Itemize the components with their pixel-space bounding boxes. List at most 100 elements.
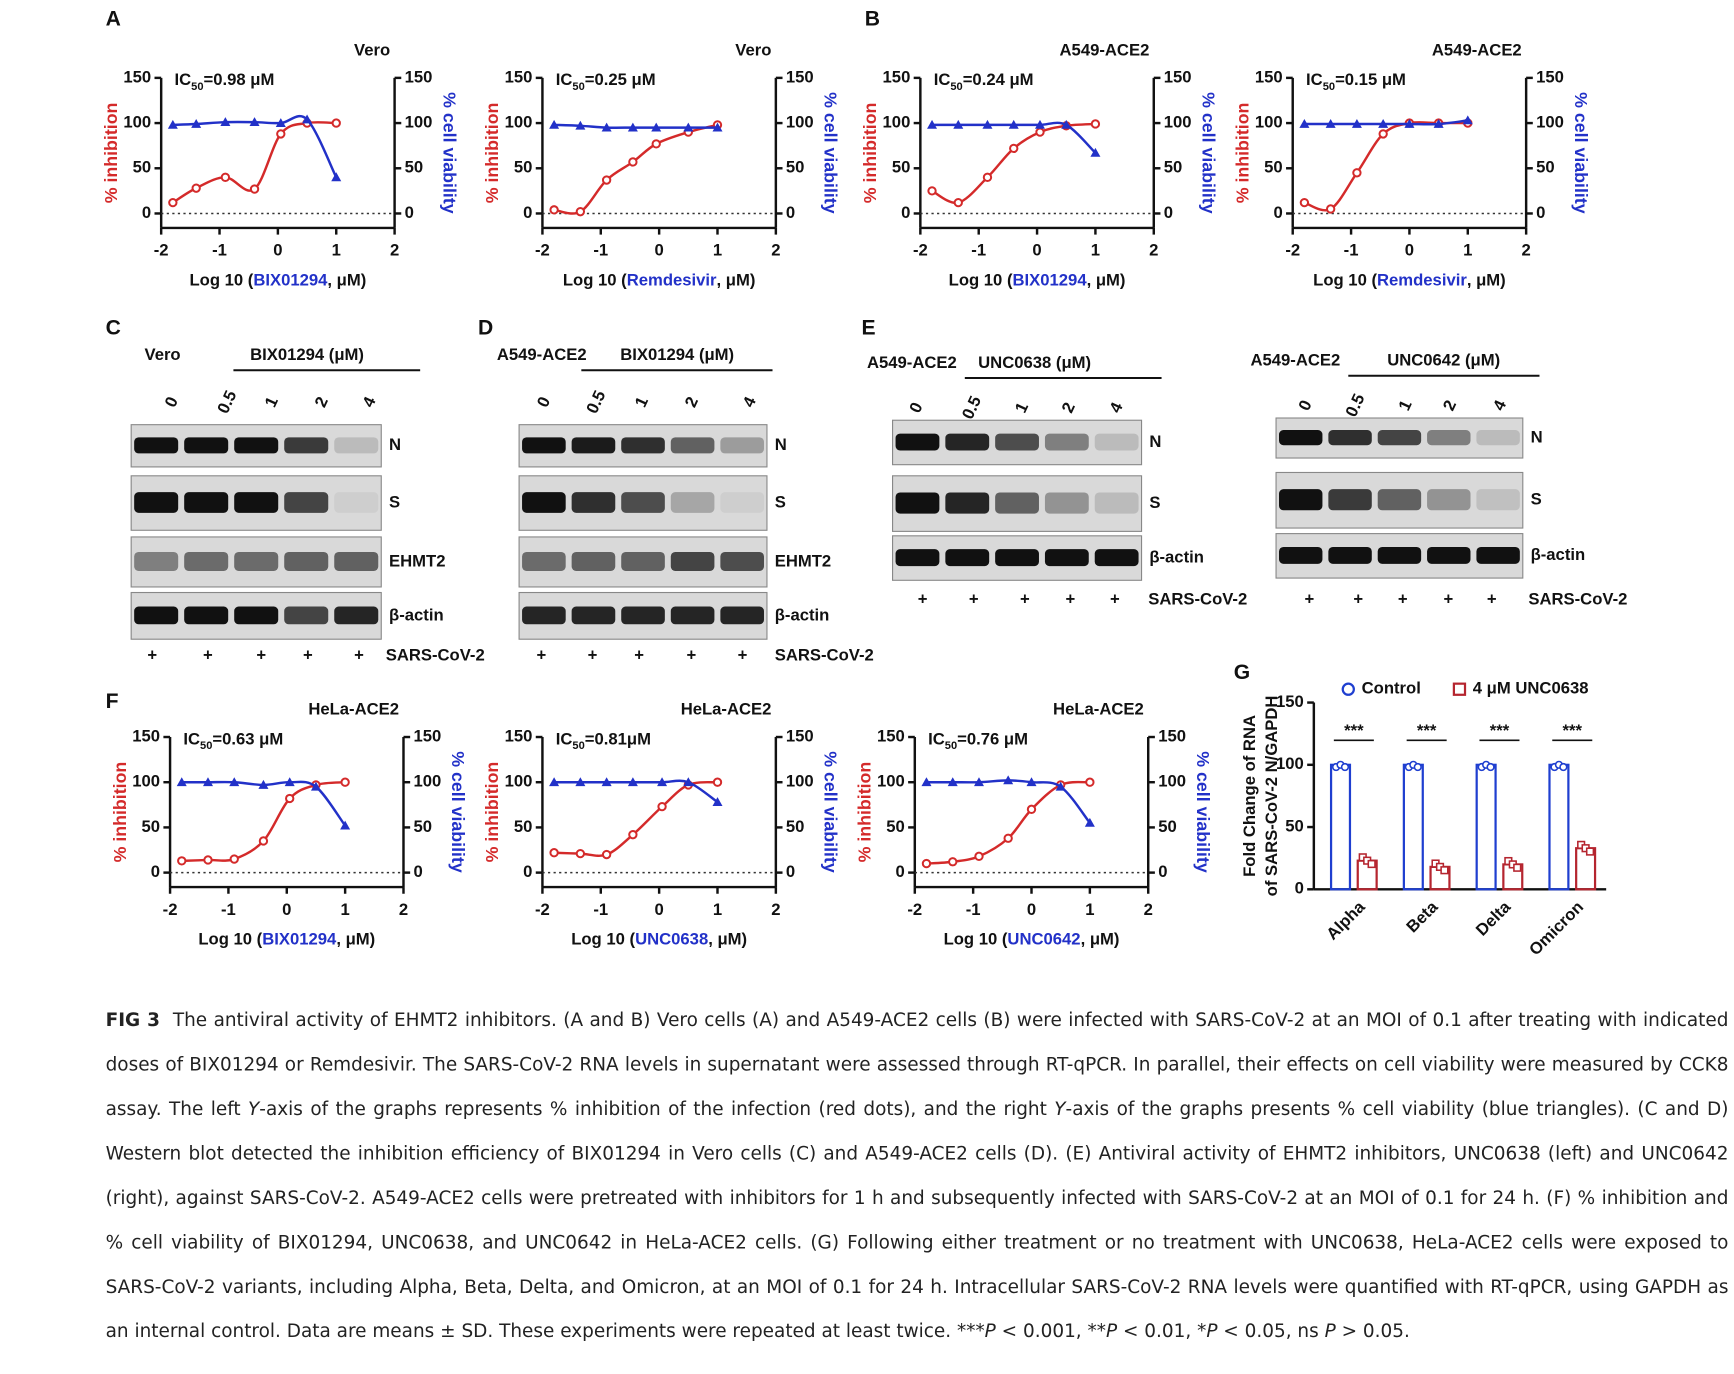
dose-label: 0.5 bbox=[213, 387, 240, 416]
caption-text: < 0.05, ns bbox=[1217, 1320, 1325, 1342]
point bbox=[176, 777, 187, 787]
y2-tick-label: 50 bbox=[405, 158, 424, 177]
infection-mark: + bbox=[969, 590, 979, 609]
x-label-drug: UNC0638 bbox=[635, 930, 708, 949]
y-tick-label: 0 bbox=[901, 203, 910, 222]
caption-text: The antiviral activity of EHMT2 inhibito… bbox=[105, 1009, 1729, 1120]
caption-text: Y bbox=[1054, 1098, 1066, 1120]
x-tick-label: -1 bbox=[212, 241, 227, 260]
protein-label: S bbox=[389, 492, 400, 511]
point bbox=[1026, 777, 1037, 787]
significance-label: *** bbox=[1344, 721, 1364, 740]
blot-band bbox=[134, 492, 179, 513]
y-tick-label: 0 bbox=[151, 862, 160, 881]
blot-band bbox=[621, 551, 665, 571]
cell-line-label: A549-ACE2 bbox=[1250, 351, 1340, 370]
blot-band bbox=[234, 551, 279, 571]
x-tick-label: 1 bbox=[1463, 241, 1472, 260]
ic50-subscript: 50 bbox=[945, 740, 957, 752]
y2-tick-label: 100 bbox=[786, 112, 814, 131]
blot-band bbox=[621, 437, 665, 454]
blot-band bbox=[284, 437, 329, 454]
x-tick-label: 2 bbox=[1144, 900, 1153, 919]
y-tick-label: 150 bbox=[1255, 67, 1283, 86]
ic50-prefix: IC bbox=[556, 71, 573, 90]
panel-label: C bbox=[106, 317, 121, 340]
protein-label: EHMT2 bbox=[775, 551, 831, 570]
y2-tick-label: 0 bbox=[405, 203, 414, 222]
ic50-subscript: 50 bbox=[572, 740, 584, 752]
point bbox=[191, 183, 201, 193]
point bbox=[340, 777, 350, 787]
infection-mark: + bbox=[687, 645, 697, 664]
point bbox=[575, 206, 586, 217]
blot-band bbox=[1377, 489, 1422, 511]
x-tick-label: -2 bbox=[907, 900, 922, 919]
x-tick-label: Delta bbox=[1472, 897, 1515, 940]
y-tick-label: 50 bbox=[514, 158, 533, 177]
x-tick-label: -2 bbox=[154, 241, 169, 260]
ic50-prefix: IC bbox=[183, 730, 200, 749]
chart-title: A549-ACE2 bbox=[1060, 41, 1150, 60]
point bbox=[1035, 127, 1045, 137]
bar bbox=[1402, 763, 1424, 891]
point bbox=[549, 848, 559, 858]
blot-band bbox=[334, 551, 379, 571]
y-tick-label: 50 bbox=[133, 158, 152, 177]
protein-label: β-actin bbox=[1531, 545, 1586, 564]
fit-curve bbox=[931, 122, 1096, 205]
blot-band bbox=[1094, 492, 1139, 514]
blot-band bbox=[895, 549, 940, 567]
caption-text: Y bbox=[248, 1098, 260, 1120]
point bbox=[947, 777, 958, 787]
blot-band bbox=[334, 437, 379, 454]
blot-band bbox=[670, 437, 715, 454]
point bbox=[177, 856, 187, 866]
blot-band bbox=[184, 551, 229, 571]
point bbox=[249, 184, 260, 194]
caption-text: P bbox=[1206, 1320, 1218, 1342]
dose-label: 1 bbox=[1011, 399, 1032, 415]
x-tick-label: 2 bbox=[771, 900, 780, 919]
dose-label: 0 bbox=[533, 394, 554, 410]
point bbox=[168, 197, 178, 208]
blot-band bbox=[571, 437, 616, 454]
x-tick-label: -1 bbox=[593, 900, 608, 919]
chart-title: HeLa-ACE2 bbox=[308, 700, 399, 719]
ic50-value: =0.25 μM bbox=[585, 71, 656, 90]
dose-label: 0 bbox=[1294, 397, 1315, 413]
point bbox=[657, 801, 667, 812]
replicate-dot bbox=[1367, 859, 1376, 869]
dose-label: 4 bbox=[359, 393, 380, 410]
blot-band bbox=[995, 492, 1039, 514]
y2-tick-label: 0 bbox=[1536, 203, 1545, 222]
ic50-prefix: IC bbox=[556, 730, 573, 749]
x-tick-label: 2 bbox=[771, 241, 780, 260]
protein-label: β-actin bbox=[775, 605, 830, 624]
ic50-annotation: IC50=0.81μM bbox=[556, 730, 651, 752]
y-tick-label: 50 bbox=[886, 817, 905, 836]
chart-title: A549-ACE2 bbox=[1432, 41, 1522, 60]
infection-mark: + bbox=[256, 645, 266, 664]
point bbox=[203, 855, 213, 865]
y2-tick-label: 50 bbox=[413, 817, 432, 836]
point bbox=[921, 777, 932, 787]
chart-title: Vero bbox=[354, 41, 390, 60]
y-tick-label: 150 bbox=[123, 67, 151, 86]
point bbox=[657, 777, 668, 787]
ic50-prefix: IC bbox=[934, 71, 951, 90]
protein-label: β-actin bbox=[389, 605, 444, 624]
x-label-drug: Remdesivir bbox=[627, 271, 717, 290]
point bbox=[1325, 118, 1336, 128]
point bbox=[1090, 119, 1101, 129]
caption-text: < 0.01, * bbox=[1117, 1320, 1207, 1342]
protein-label: N bbox=[1149, 432, 1161, 451]
y-tick-label: 0 bbox=[1295, 879, 1304, 898]
replicate-dot bbox=[1413, 762, 1422, 772]
blot-band bbox=[1279, 430, 1323, 446]
y2-axis-label: % cell viability bbox=[821, 92, 841, 214]
x-axis-label: Log 10 (Remdesivir, μM) bbox=[563, 271, 756, 290]
x-axis-label: Log 10 (BIX01294, μM) bbox=[189, 271, 366, 290]
y2-tick-label: 0 bbox=[786, 862, 795, 881]
